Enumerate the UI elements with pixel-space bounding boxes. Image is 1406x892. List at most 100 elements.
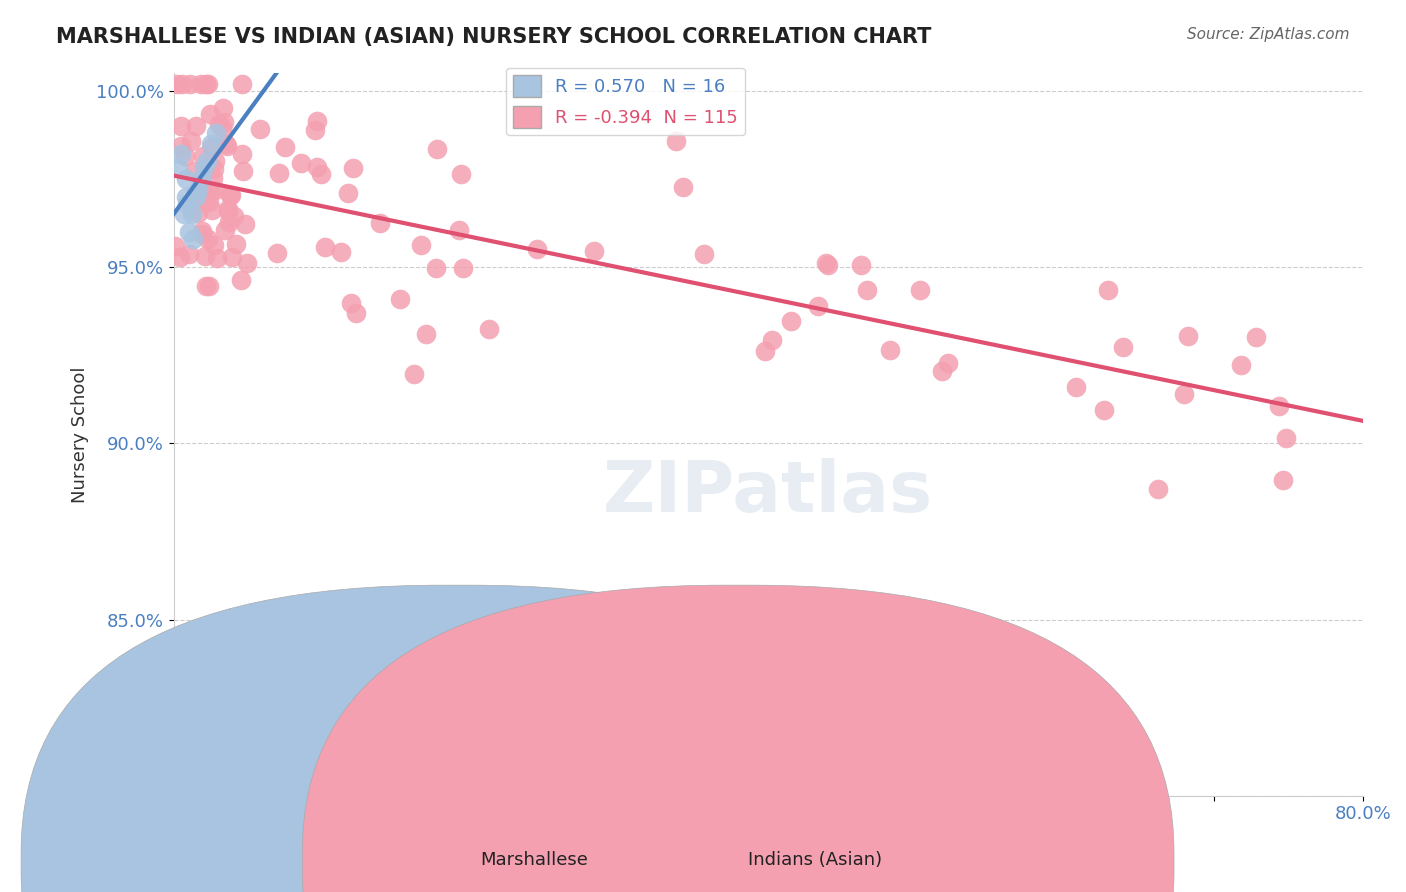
Point xyxy=(169,250,191,264)
Point xyxy=(194,77,217,91)
Point xyxy=(931,364,953,378)
Point xyxy=(222,209,245,223)
Point xyxy=(181,232,204,246)
Point xyxy=(221,250,243,264)
Point xyxy=(851,258,873,272)
Point xyxy=(166,77,188,91)
Point xyxy=(191,227,214,242)
Point xyxy=(212,101,235,115)
Point xyxy=(204,153,226,168)
Point xyxy=(233,217,256,231)
Point xyxy=(231,77,253,91)
Point xyxy=(1177,328,1199,343)
Point xyxy=(215,138,238,153)
Point xyxy=(415,326,437,341)
Point xyxy=(172,77,194,91)
Point xyxy=(305,160,328,174)
Point xyxy=(855,283,877,297)
Point xyxy=(176,196,198,211)
Point xyxy=(194,249,217,263)
Text: Source: ZipAtlas.com: Source: ZipAtlas.com xyxy=(1187,27,1350,42)
Point xyxy=(447,222,470,236)
Point xyxy=(815,256,838,270)
Point xyxy=(217,203,239,218)
Point xyxy=(177,247,200,261)
Point xyxy=(181,202,204,216)
Point xyxy=(221,187,243,202)
Point xyxy=(191,149,214,163)
Point xyxy=(761,333,783,347)
Point xyxy=(267,166,290,180)
Point xyxy=(478,322,501,336)
Point xyxy=(195,278,218,293)
Legend: R = 0.570   N = 16, R = -0.394  N = 115: R = 0.570 N = 16, R = -0.394 N = 115 xyxy=(506,68,745,136)
Point xyxy=(215,137,238,152)
Point xyxy=(1230,359,1253,373)
Point xyxy=(195,191,218,205)
Point xyxy=(170,119,193,133)
Point xyxy=(191,185,214,199)
Point xyxy=(225,237,247,252)
Point xyxy=(186,189,208,203)
Point xyxy=(879,343,901,357)
Point xyxy=(201,140,224,154)
Point xyxy=(817,258,839,272)
Point xyxy=(173,207,195,221)
Point xyxy=(200,185,222,199)
Point xyxy=(1173,387,1195,401)
Point xyxy=(304,122,326,136)
Point xyxy=(235,256,257,270)
Point xyxy=(184,186,207,201)
Text: ZIPatlas: ZIPatlas xyxy=(603,458,934,527)
Point xyxy=(453,261,475,276)
Point xyxy=(186,119,208,133)
Text: Indians (Asian): Indians (Asian) xyxy=(748,851,883,869)
Point xyxy=(217,202,239,216)
Text: Marshallese: Marshallese xyxy=(481,851,588,869)
Point xyxy=(202,162,225,177)
Point xyxy=(190,77,212,91)
Point xyxy=(187,206,209,220)
Point xyxy=(450,168,472,182)
Point xyxy=(665,134,688,148)
Point xyxy=(368,216,391,230)
Point xyxy=(218,214,240,228)
Point xyxy=(201,203,224,218)
Point xyxy=(193,161,215,176)
Point xyxy=(180,207,202,221)
Point xyxy=(309,167,332,181)
Point xyxy=(425,260,447,275)
Point xyxy=(329,244,352,259)
Point xyxy=(191,224,214,238)
Point xyxy=(779,314,801,328)
Point xyxy=(174,172,197,186)
Point xyxy=(204,183,226,197)
Point xyxy=(195,193,218,207)
Point xyxy=(197,232,219,246)
Point xyxy=(169,138,191,153)
Point xyxy=(1092,402,1115,417)
Point xyxy=(290,156,312,170)
Point xyxy=(174,149,197,163)
Point xyxy=(693,246,716,260)
Point xyxy=(342,161,364,176)
Point xyxy=(346,306,368,320)
Point xyxy=(198,107,221,121)
Point xyxy=(197,77,219,91)
Point xyxy=(526,242,548,256)
Point xyxy=(198,194,221,209)
Point xyxy=(305,113,328,128)
Point xyxy=(179,77,201,91)
Point xyxy=(266,246,288,260)
Point xyxy=(337,186,360,201)
Point xyxy=(754,343,776,358)
Point xyxy=(409,237,432,252)
Point xyxy=(190,172,212,186)
Point xyxy=(187,182,209,196)
Point xyxy=(211,120,233,135)
Point xyxy=(198,279,221,293)
Point xyxy=(202,170,225,185)
Point xyxy=(195,154,218,169)
Text: MARSHALLESE VS INDIAN (ASIAN) NURSERY SCHOOL CORRELATION CHART: MARSHALLESE VS INDIAN (ASIAN) NURSERY SC… xyxy=(56,27,932,46)
Point xyxy=(426,142,449,156)
